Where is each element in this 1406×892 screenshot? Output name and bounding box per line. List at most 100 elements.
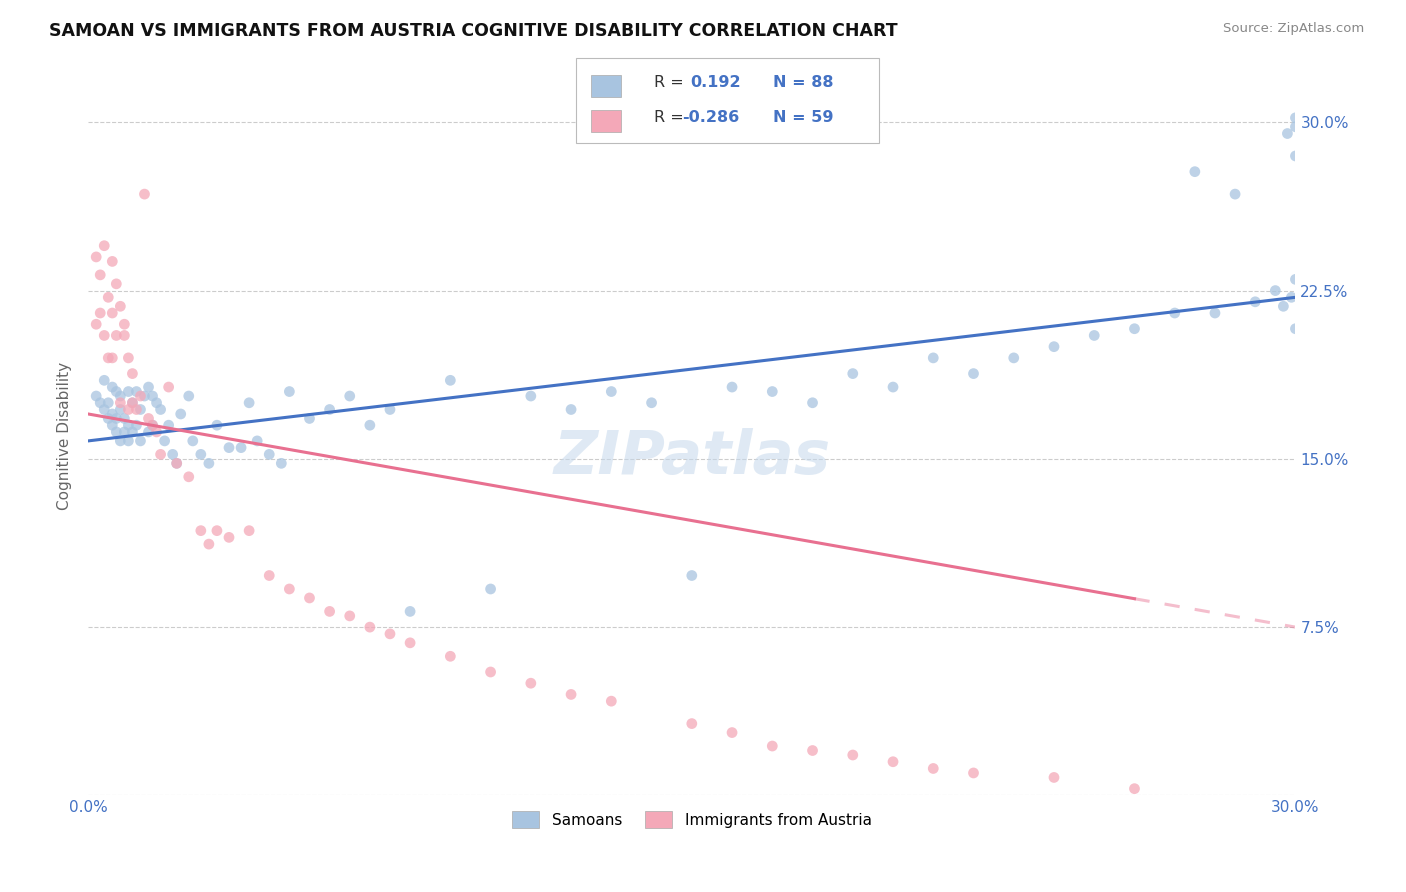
Point bbox=[93, 402, 115, 417]
Point bbox=[1272, 299, 1295, 313]
Point bbox=[134, 187, 156, 202]
Point bbox=[141, 418, 163, 433]
Point bbox=[129, 434, 152, 448]
Text: ZIPatlas: ZIPatlas bbox=[553, 428, 831, 487]
Point bbox=[378, 627, 401, 641]
Point bbox=[110, 299, 132, 313]
Point bbox=[153, 434, 176, 448]
Point bbox=[339, 389, 361, 403]
Point bbox=[721, 380, 744, 394]
Point bbox=[190, 524, 212, 538]
Point bbox=[399, 636, 422, 650]
Point bbox=[177, 470, 200, 484]
Point bbox=[1277, 127, 1299, 141]
Point bbox=[84, 250, 107, 264]
Point bbox=[110, 402, 132, 417]
Point bbox=[141, 389, 163, 403]
Point bbox=[101, 418, 124, 433]
Point bbox=[1043, 771, 1066, 785]
Point bbox=[1123, 781, 1146, 796]
Point bbox=[105, 277, 128, 291]
Point bbox=[157, 418, 180, 433]
Point bbox=[89, 306, 111, 320]
Point bbox=[205, 418, 228, 433]
Point bbox=[121, 425, 143, 439]
Point bbox=[84, 317, 107, 331]
Point bbox=[1281, 290, 1303, 304]
Point bbox=[238, 396, 260, 410]
Point bbox=[112, 411, 135, 425]
Point bbox=[110, 396, 132, 410]
Point bbox=[162, 447, 184, 461]
Point bbox=[761, 739, 783, 753]
Point bbox=[97, 290, 120, 304]
Point bbox=[105, 425, 128, 439]
Point bbox=[177, 389, 200, 403]
Point bbox=[339, 608, 361, 623]
Text: SAMOAN VS IMMIGRANTS FROM AUSTRIA COGNITIVE DISABILITY CORRELATION CHART: SAMOAN VS IMMIGRANTS FROM AUSTRIA COGNIT… bbox=[49, 22, 898, 40]
Point bbox=[1123, 322, 1146, 336]
Point bbox=[298, 411, 321, 425]
Point bbox=[278, 582, 301, 596]
Point bbox=[112, 425, 135, 439]
Point bbox=[93, 373, 115, 387]
Point bbox=[600, 384, 623, 399]
Point bbox=[97, 351, 120, 365]
Point bbox=[479, 665, 502, 679]
Point bbox=[205, 524, 228, 538]
Point bbox=[110, 434, 132, 448]
Point bbox=[761, 384, 783, 399]
Point bbox=[257, 568, 280, 582]
Point bbox=[882, 755, 904, 769]
Point bbox=[117, 418, 139, 433]
Point bbox=[1284, 111, 1306, 125]
Point bbox=[1284, 272, 1306, 286]
Point bbox=[125, 402, 148, 417]
Point bbox=[439, 373, 461, 387]
Point bbox=[318, 604, 340, 618]
Point bbox=[121, 367, 143, 381]
Point bbox=[1244, 294, 1267, 309]
Point bbox=[801, 396, 824, 410]
Point bbox=[560, 402, 582, 417]
Point bbox=[166, 456, 188, 470]
Point bbox=[600, 694, 623, 708]
Point bbox=[1223, 187, 1246, 202]
Point bbox=[101, 351, 124, 365]
Point bbox=[1284, 322, 1306, 336]
Point bbox=[181, 434, 204, 448]
Point bbox=[105, 411, 128, 425]
Point bbox=[89, 268, 111, 282]
Point bbox=[138, 411, 160, 425]
Point bbox=[145, 396, 167, 410]
Point bbox=[238, 524, 260, 538]
Point bbox=[1204, 306, 1226, 320]
Point bbox=[962, 367, 984, 381]
Point bbox=[479, 582, 502, 596]
Point bbox=[89, 396, 111, 410]
Point bbox=[117, 434, 139, 448]
Text: R =: R = bbox=[654, 76, 683, 90]
Point bbox=[93, 328, 115, 343]
Point bbox=[101, 407, 124, 421]
Point bbox=[121, 396, 143, 410]
Point bbox=[1002, 351, 1025, 365]
Point bbox=[1043, 340, 1066, 354]
Point bbox=[1083, 328, 1105, 343]
Point bbox=[1284, 149, 1306, 163]
Point bbox=[842, 747, 865, 762]
Point bbox=[121, 396, 143, 410]
Point bbox=[170, 407, 193, 421]
Point bbox=[681, 716, 703, 731]
Point bbox=[721, 725, 744, 739]
Point bbox=[157, 380, 180, 394]
Point bbox=[149, 402, 172, 417]
Point bbox=[560, 688, 582, 702]
Point bbox=[110, 389, 132, 403]
Point bbox=[105, 384, 128, 399]
Point bbox=[190, 447, 212, 461]
Text: Source: ZipAtlas.com: Source: ZipAtlas.com bbox=[1223, 22, 1364, 36]
Point bbox=[84, 389, 107, 403]
Point bbox=[298, 591, 321, 605]
Point bbox=[138, 425, 160, 439]
